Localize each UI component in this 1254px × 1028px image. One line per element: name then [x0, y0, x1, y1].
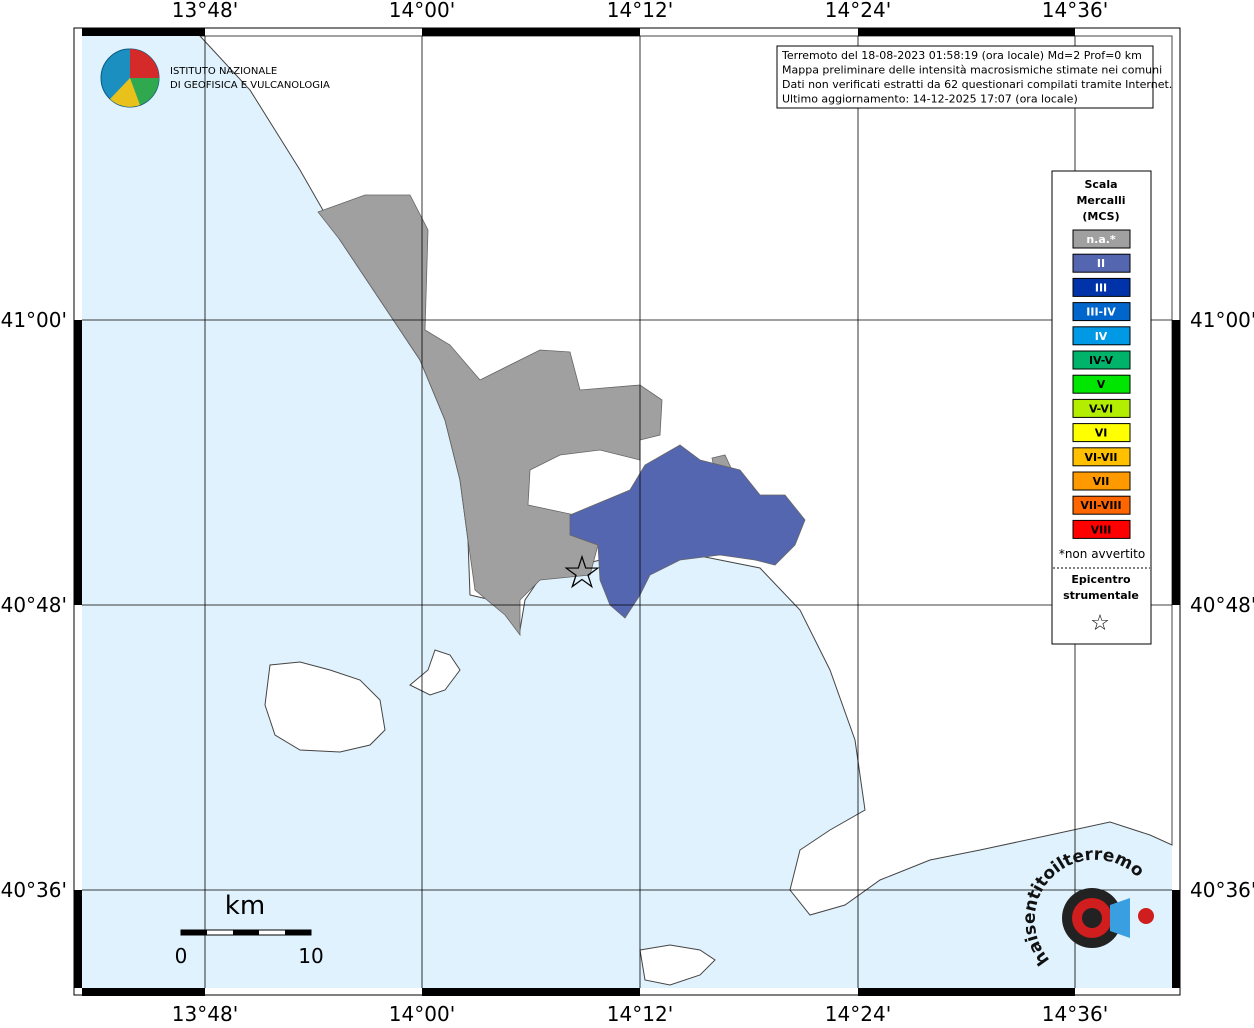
legend-label: VIII: [1091, 523, 1112, 536]
lon-label: 14°12': [607, 1002, 673, 1024]
legend-label: III-IV: [1086, 306, 1116, 319]
info-line: Mappa preliminare delle intensità macros…: [782, 64, 1162, 77]
lon-label: 14°36': [1042, 1002, 1108, 1024]
frame-border: [74, 28, 1180, 996]
legend-swatch: [1072, 302, 1131, 322]
legend-label: VII: [1093, 475, 1110, 488]
legend-swatch: [1072, 277, 1131, 297]
legend-swatch: [1072, 447, 1131, 467]
intensity-areas: [317, 194, 806, 637]
epicenter-star: ☆: [561, 545, 602, 599]
legend-swatch: [1072, 253, 1131, 273]
legend-title: Scala: [1084, 178, 1117, 191]
legend-swatch: [1072, 350, 1131, 370]
lon-label: 13°48': [172, 0, 238, 22]
legend-swatch: [1072, 519, 1131, 539]
legend-label: IV: [1095, 330, 1108, 343]
legend-swatch: [1072, 423, 1131, 443]
legend-title: (MCS): [1082, 210, 1119, 223]
info-line: Ultimo aggiornamento: 14-12-2025 17:07 (…: [782, 93, 1078, 106]
legend-label: n.a.*: [1086, 233, 1116, 246]
legend-title: Mercalli: [1076, 194, 1125, 207]
lon-label: 14°12': [607, 0, 673, 22]
info-box: [776, 45, 1154, 109]
lat-label: 40°48': [1190, 593, 1254, 617]
legend-label: VI: [1095, 427, 1108, 440]
scale-end: 10: [298, 944, 323, 968]
lon-label: 14°00': [389, 0, 455, 22]
legend-label: II: [1097, 257, 1105, 270]
logo: ISTITUTO NAZIONALE DI GEOFISICA E VULCAN…: [100, 48, 330, 108]
lat-label: 40°36': [1, 878, 67, 902]
capri: [639, 944, 716, 986]
legend-label: V: [1097, 378, 1106, 391]
area-na: [317, 194, 663, 637]
area-ii: [569, 444, 806, 619]
info-line: Dati non verificati estratti da 62 quest…: [782, 78, 1172, 91]
legend-swatch: [1072, 471, 1131, 491]
ischia: [264, 661, 386, 753]
legend-epicenter: strumentale: [1063, 589, 1139, 602]
legend-label: VII-VIII: [1080, 499, 1121, 512]
legend-swatch: [1072, 229, 1131, 249]
legend-swatch: [1072, 374, 1131, 394]
legend-label: V-VI: [1089, 402, 1113, 415]
logo-text: ISTITUTO NAZIONALE: [170, 66, 277, 77]
lat-label: 41°00': [1190, 308, 1254, 332]
lat-label: 40°36': [1190, 878, 1254, 902]
logo-text: DI GEOFISICA E VULCANOLOGIA: [170, 80, 330, 91]
lon-label: 14°24': [825, 0, 891, 22]
lon-label: 13°48': [172, 1002, 238, 1024]
procida: [409, 649, 461, 696]
legend-label: IV-V: [1089, 354, 1114, 367]
legend-swatch: [1072, 495, 1131, 515]
legend-note: *non avvertito: [1059, 547, 1145, 561]
lat-label: 40°48': [1, 593, 67, 617]
info-line: Terremoto del 18-08-2023 01:58:19 (ora l…: [781, 49, 1142, 62]
scale-start: 0: [175, 944, 188, 968]
lon-label: 14°00': [389, 1002, 455, 1024]
legend-swatch: [1072, 398, 1131, 418]
legend-epicenter: Epicentro: [1071, 573, 1131, 586]
scale-unit: km: [225, 891, 265, 921]
lon-label: 14°36': [1042, 0, 1108, 22]
lat-label: 41°00': [1, 308, 67, 332]
lon-label: 14°24': [825, 1002, 891, 1024]
graticule: [82, 36, 1172, 988]
legend-swatch: [1072, 326, 1131, 346]
legend-label: III: [1095, 281, 1107, 294]
legend-star: ☆: [1090, 611, 1110, 636]
legend-label: VI-VII: [1084, 451, 1117, 464]
scale-bar: km 0 10: [175, 891, 324, 968]
